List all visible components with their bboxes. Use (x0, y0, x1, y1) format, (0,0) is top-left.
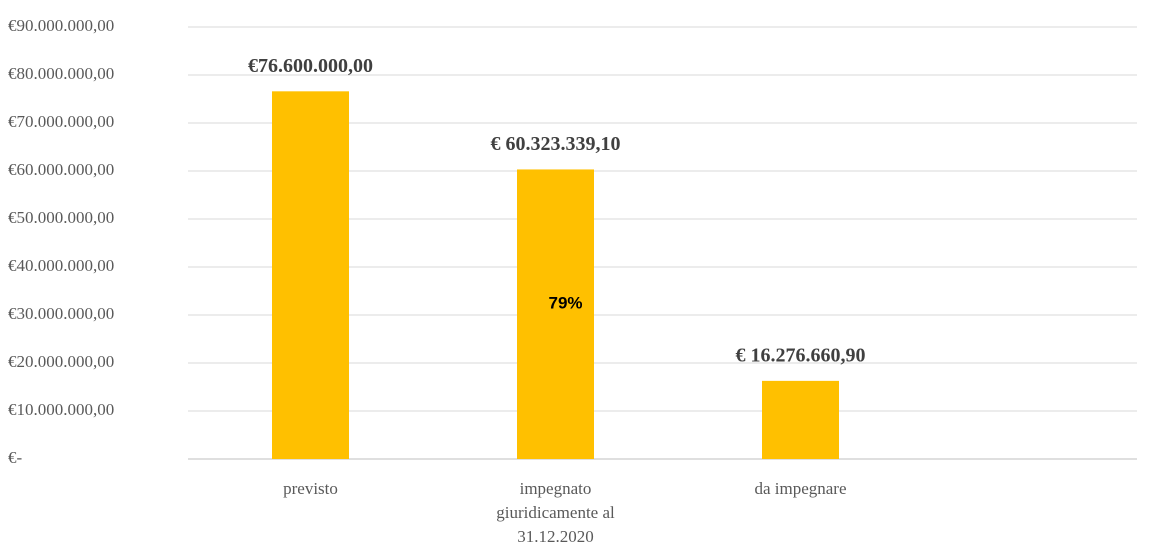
bar (762, 380, 839, 459)
y-tick-label: €20.000.000,00 (8, 352, 114, 371)
annotation: 79% (548, 294, 582, 313)
y-tick-label: €50.000.000,00 (8, 208, 114, 227)
bar (272, 91, 349, 459)
bar (517, 169, 594, 459)
y-tick-label: €10.000.000,00 (8, 400, 114, 419)
y-tick-label: €- (8, 448, 23, 467)
y-tick-label: €70.000.000,00 (8, 112, 114, 131)
value-label: € 16.276.660,90 (736, 344, 866, 366)
x-tick-label: da impegnare (754, 479, 846, 498)
value-label: €76.600.000,00 (248, 55, 373, 77)
y-tick-label: €40.000.000,00 (8, 256, 114, 275)
x-tick-label: previsto (283, 479, 338, 498)
x-tick-label: impegnato giuridicamente al 31.12.2020 (496, 479, 615, 546)
y-tick-label: €80.000.000,00 (8, 64, 114, 83)
y-tick-label: €30.000.000,00 (8, 304, 114, 323)
y-tick-label: €60.000.000,00 (8, 160, 114, 179)
y-tick-label: €90.000.000,00 (8, 16, 114, 35)
value-label: € 60.323.339,10 (491, 133, 621, 155)
